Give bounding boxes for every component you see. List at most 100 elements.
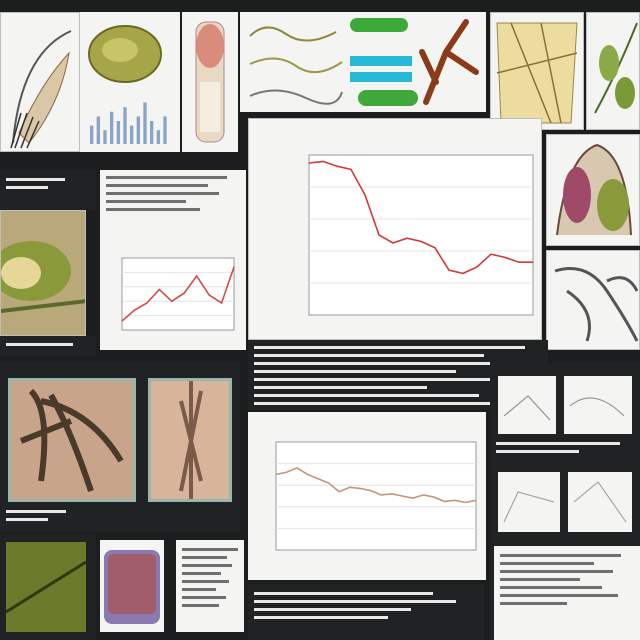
figure-thumb (498, 472, 560, 532)
bottom-chart-point (306, 473, 309, 475)
bottom-chart-tile (248, 412, 486, 580)
root-sketch (554, 267, 639, 342)
text-note-tile (176, 540, 244, 632)
bottom-text-panel (248, 584, 484, 640)
mini-bar (150, 121, 154, 144)
second-chart-tile (100, 170, 246, 350)
main-chart-point (364, 194, 366, 196)
moss-photo (6, 542, 86, 632)
moss-photo-panel (0, 534, 96, 640)
small-chart-point (121, 320, 123, 322)
root-illustration (419, 19, 479, 105)
small-chart-series-line (121, 266, 235, 322)
line-chart-small (121, 257, 235, 331)
mini-bar (116, 121, 120, 144)
specimen-pair-panel (0, 362, 240, 532)
mini-bar (110, 111, 114, 144)
small-chart-point (208, 294, 210, 296)
cyan-bar (350, 56, 412, 66)
green-pill (358, 90, 418, 106)
small-chart-point (171, 300, 173, 302)
cyan-bar (350, 72, 412, 82)
bottom-chart-point (328, 482, 330, 484)
figure-thumb (568, 472, 632, 532)
handwritten-legend (249, 26, 343, 105)
line-chart-bottom (275, 441, 477, 551)
mini-bar (123, 107, 127, 144)
main-chart-point (476, 266, 478, 268)
mini-bar (163, 116, 167, 144)
main-chart-point (406, 237, 408, 239)
plant-photo (1, 211, 85, 335)
green-pill (350, 18, 408, 32)
bottom-chart-point (338, 491, 340, 493)
specimen-tube-tile (182, 12, 238, 152)
seed-and-bar-chart-tile (80, 12, 180, 152)
bottom-chart-point (349, 486, 351, 488)
figure-thumb (498, 376, 556, 434)
small-chart-point (220, 302, 223, 304)
section-photo-tile (100, 540, 164, 632)
small-chart-point (183, 292, 185, 294)
fern-illustration (594, 22, 638, 114)
bottom-chart-point (454, 499, 456, 501)
botanical-sketch-tile (0, 12, 80, 152)
mini-bar (103, 130, 107, 144)
mini-bar (96, 116, 100, 144)
main-chart-point (504, 256, 506, 258)
plant-stem-illustration (10, 30, 72, 149)
diagram-thumb (573, 481, 627, 523)
root-sketch-tile (546, 250, 640, 350)
plant-photo-tile (0, 210, 86, 336)
right-figure-panel (490, 362, 640, 640)
main-chart-point (420, 240, 422, 242)
main-chart-point (462, 272, 464, 274)
mini-bar (136, 116, 140, 144)
mini-bar (156, 130, 160, 144)
bottom-chart-point (443, 500, 446, 502)
mini-bar (130, 125, 134, 144)
bottom-chart-point (412, 497, 414, 499)
diagram-thumb (569, 397, 625, 417)
seed-illustration (88, 25, 162, 83)
main-line-chart (308, 154, 534, 316)
mini-bar-chart (90, 102, 167, 144)
legend-diagram-tile (240, 12, 486, 112)
small-chart-point (158, 288, 160, 291)
main-chart-point (378, 234, 380, 236)
bottom-chart-point (464, 501, 467, 504)
mini-bar (143, 102, 147, 144)
cross-section-illustration (104, 550, 160, 624)
leaf-tile (586, 12, 640, 130)
bottom-chart-point (359, 487, 361, 490)
stem-specimen-frame (148, 378, 232, 502)
small-chart-plot-area (121, 257, 235, 331)
bottom-chart-series-line (275, 467, 477, 504)
anatomy-diagram-tile (546, 134, 640, 246)
dark-text-panel (0, 170, 96, 210)
main-chart-point (350, 168, 352, 170)
small-chart-point (133, 309, 136, 311)
main-chart-point (322, 160, 324, 162)
bottom-chart-point (296, 467, 298, 469)
table-figure (494, 546, 640, 640)
bottom-chart-point (285, 471, 288, 473)
bottom-chart-point (370, 490, 372, 492)
bottom-chart-point (433, 496, 435, 498)
root-specimen-frame (8, 378, 136, 502)
leaf-venation-tile (490, 12, 584, 130)
stem-illustration (151, 381, 229, 499)
main-chart-point (392, 242, 394, 244)
diagram-thumb (503, 491, 555, 523)
bottom-chart-point (275, 473, 277, 475)
bottom-chart-point (317, 478, 319, 480)
bottom-chart-point (380, 494, 382, 496)
bottom-chart-point (401, 495, 403, 497)
main-chart-point (490, 253, 492, 255)
main-chart-point (532, 261, 534, 263)
bottom-chart-point (391, 493, 393, 495)
plant-anatomy-illustration (556, 143, 632, 236)
main-chart-point (518, 261, 520, 263)
main-chart-point (336, 165, 338, 167)
caption-strip (0, 336, 96, 356)
